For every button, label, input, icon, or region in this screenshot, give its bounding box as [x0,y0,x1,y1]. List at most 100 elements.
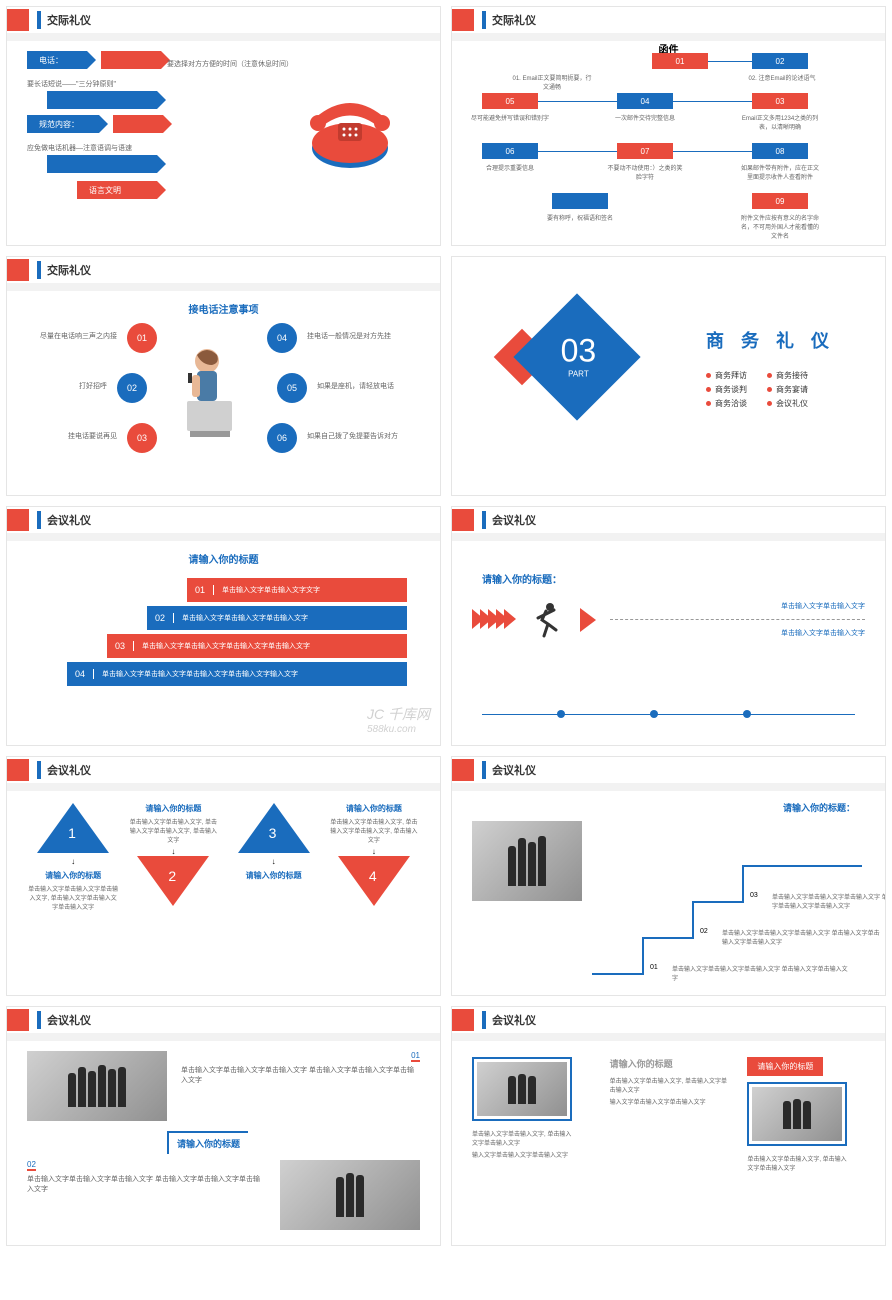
box-text: 单击输入文字单击输入文字, 单击输入文字单击输入文字 [610,1076,728,1094]
label: 请输入你的标题 [610,1057,728,1070]
stair-num: 01 [650,964,658,971]
slide-title: 交际礼仪 [47,12,91,28]
hbar: 04单击输入文字单击输入文字单击输入文字单击输入文字输入文字 [67,662,407,686]
stair-text: 单击输入文字单击输入文字单击输入文字 单击输入文字单击输入文字 [672,964,852,982]
flow-text: 02. 注意Email的论述语气 [742,73,822,82]
triangle: 3 [238,803,310,853]
slide-7: 会议礼仪 1 ↓ 请输入你的标题 单击输入文字单击输入文字单击输入文字, 单击输… [6,756,441,996]
text: 单击输入文字单击输入文字 [610,601,865,611]
section-title-box: 请输入你的标题 [167,1131,248,1154]
stair-num: 02 [700,928,708,935]
slide-3: 交际礼仪 接电话注意事项 01 尽量在电话响三声之内接 02 打好招呼 03 挂… [6,256,441,496]
slide-title: 会议礼仪 [492,1012,536,1028]
circle-text: 挂电话一般情况是对方先挂 [307,331,407,341]
flow-box [552,193,608,209]
text: 单击输入文字单击输入文字单击输入文字 单击输入文字单击输入文字单击输入文字 [27,1174,266,1194]
subtitle: 请输入你的标题： [783,801,855,814]
bullet: 商务接待 [767,370,808,381]
flow-text: 要有称呼，祝福语和签名 [540,213,620,222]
slide-title: 会议礼仪 [47,762,91,778]
arrow-icon [580,608,596,632]
caption: 要选择对方方便的时间（注意休息时间） [167,59,293,69]
person-phone-icon [172,343,252,453]
flow-box: 07 [617,143,673,159]
framed-photo [747,1082,847,1146]
flow-text: 附件文件应按有意义的名字命名，不可用外国人才能看懂的文件名 [740,213,820,240]
triangle: 2 [137,856,209,906]
flow-box: 04 [617,93,673,109]
arrow-label: 规范内容： [27,115,99,133]
stair-text: 单击输入文字单击输入文字单击输入文字 单击输入文字单击输入文字单击输入文字 [722,928,882,946]
main-title: 商 务 礼 仪 [706,327,835,353]
arrow [113,115,163,133]
slide-6: 会议礼仪 请输入你的标题： 单击输入文字单击输入文字 单击输入文字单击输入文字 [451,506,886,746]
num-label: 01 [411,1051,420,1062]
stair-text: 单击输入文字单击输入文字单击输入文字 单击输入文字单击输入文字单击输入文字 [772,892,886,910]
caption: 要长话短说——"三分钟原则" [27,79,227,89]
bullet: 商务谈判 [706,384,747,395]
arrow [47,155,157,173]
flow-text: Email正文多用1234之类的列表，以清晰明确 [740,113,820,131]
flow-text: 如果邮件带有附件，应在正文里面提示收件人查看附件 [740,163,820,181]
bullet: 会议礼仪 [767,398,808,409]
arrow-label: 语言文明 [77,181,157,199]
text: 单击输入文字单击输入文字 [610,628,865,638]
hbar: 03单击输入文字单击输入文字单击输入文字单击输入文字 [107,634,407,658]
stair-num: 03 [750,892,758,899]
slide-title: 交际礼仪 [492,12,536,28]
part-label: PART [533,370,623,379]
photo-placeholder [280,1160,420,1230]
flow-box: 06 [482,143,538,159]
box-text: 单击输入文字单击输入文字, 单击输入文字单击输入文字 [747,1154,847,1172]
tri-title: 请输入你的标题 [228,870,320,881]
bullet: 商务拜访 [706,370,747,381]
slide-header: 交际礼仪 [7,7,440,33]
watermark: JC 千库网 588ku.com [367,704,430,735]
tri-text: 单击输入文字单击输入文字, 单击输入文字单击输入文字, 单击输入文字 [328,817,420,844]
box-text: 输入文字单击输入文字单击输入文字 [610,1097,728,1106]
running-man-icon [526,600,566,640]
arrow-label: 电话： [27,51,87,69]
triangle: 4 [338,856,410,906]
circle-text: 打好招呼 [17,381,107,391]
timeline-line [482,714,855,715]
text: 单击输入文字单击输入文字单击输入文字 单击输入文字单击输入文字单击输入文字 [181,1065,420,1085]
tri-text: 单击输入文字单击输入文字, 单击输入文字单击输入文字, 单击输入文字 [127,817,219,844]
flow-text: 合理提示重要信息 [470,163,550,172]
triangle: 1 [37,803,109,853]
arrow [47,91,157,109]
circle-num: 06 [267,423,297,453]
slide-1: 交际礼仪 电话： 要选择对方方便的时间（注意休息时间） 要长话短说——"三分钟原… [6,6,441,246]
bullet: 商务宴请 [767,384,808,395]
slide-title: 交际礼仪 [47,262,91,278]
flow-box: 05 [482,93,538,109]
slide-8: 会议礼仪 请输入你的标题： 01 02 03 单击输入文字单击输入文字单击输入文… [451,756,886,996]
circle-num: 01 [127,323,157,353]
slide-10: 会议礼仪 单击输入文字单击输入文字, 单击输入文字单击输入文字 输入文字单击输入… [451,1006,886,1246]
subtitle: 请输入你的标题： [482,571,865,586]
flow-box: 01 [652,53,708,69]
framed-photo [472,1057,572,1121]
slide-title: 会议礼仪 [492,762,536,778]
circle-text: 如果自己拨了免提要告诉对方 [307,431,407,441]
slide-4: 03 PART 商 务 礼 仪 商务拜访 商务谈判 商务洽谈 商务接待 商务宴请… [451,256,886,496]
hbar: 02单击输入文字单击输入文字单击输入文字 [147,606,407,630]
subtitle: 接电话注意事项 [27,301,420,316]
tri-text: 单击输入文字单击输入文字单击输入文字, 单击输入文字单击输入文字单击输入文字 [27,884,119,911]
slide-5: 会议礼仪 请输入你的标题 01单击输入文字单击输入文字文字 02单击输入文字单击… [6,506,441,746]
bullet: 商务洽谈 [706,398,747,409]
slide-title: 会议礼仪 [492,512,536,528]
subtitle: 请输入你的标题 [27,551,420,566]
red-label: 请输入你的标题 [747,1057,823,1076]
arrow [101,51,161,69]
hbar: 01单击输入文字单击输入文字文字 [187,578,407,602]
photo-placeholder [27,1051,167,1121]
circle-num: 04 [267,323,297,353]
flow-text: 不要动不动使用：）之类的笑脸字符 [605,163,685,181]
circle-text: 如果是座机，请轻放电话 [317,381,417,391]
circle-text: 尽量在电话响三声之内接 [17,331,117,341]
flow-box: 03 [752,93,808,109]
slide-9: 会议礼仪 01 单击输入文字单击输入文字单击输入文字 单击输入文字单击输入文字单… [6,1006,441,1246]
chevrons-icon [472,609,512,631]
box-text: 输入文字单击输入文字单击输入文字 [472,1150,572,1159]
